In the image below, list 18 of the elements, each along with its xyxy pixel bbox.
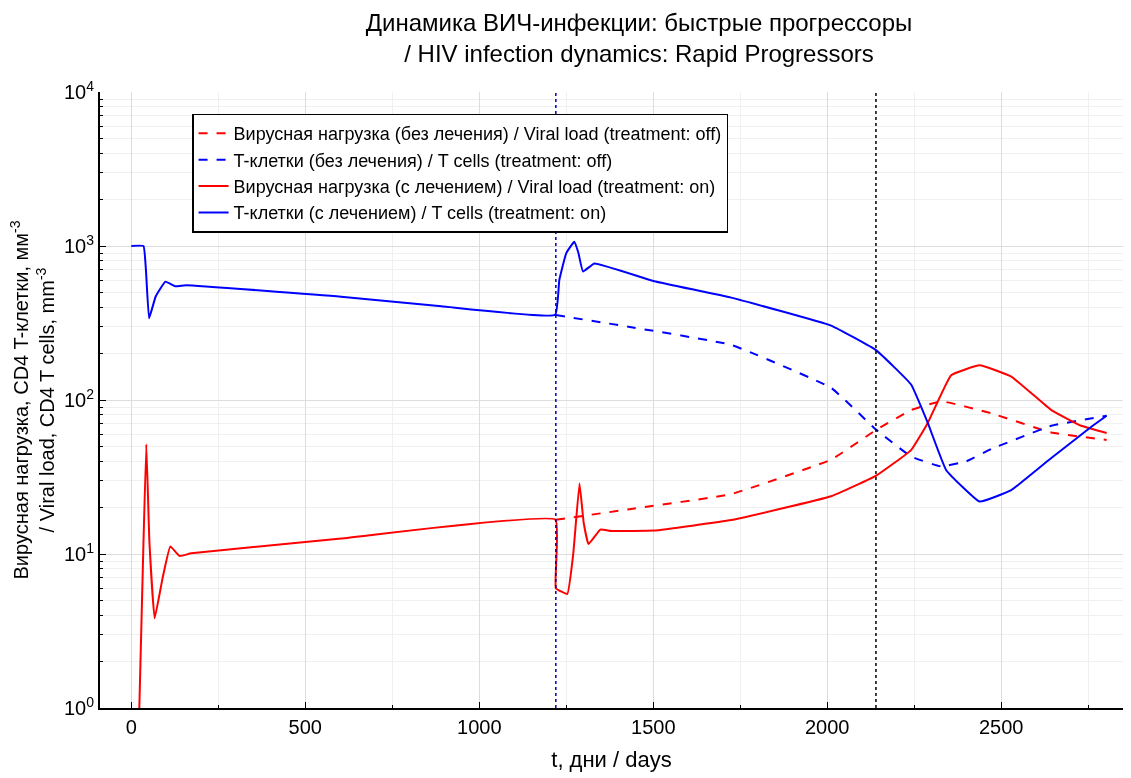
- legend-label: T-клетки (без лечения) / T cells (treatment: off): [233, 150, 613, 171]
- y-tick-label: 10$^{2}$: [63, 385, 95, 411]
- x-tick-label: 0: [125, 716, 137, 738]
- x-tick-label: 1000: [457, 716, 502, 738]
- legend-label: T-клетки (с лечением) / T cells (treatment: on): [233, 203, 607, 224]
- legend-label: Вирусная нагрузка (без лечения) / Viral load (treatment: off): [233, 124, 722, 145]
- y-tick-label: 10$^{0}$: [63, 693, 95, 719]
- chart-title: Динамика ВИЧ-инфекции: быстрые прогрессоры / HIV infection dynamics: Rapid Progressors: [365, 9, 913, 68]
- y-tick-label: 10$^{3}$: [63, 231, 95, 257]
- legend-label: Вирусная нагрузка (с лечением) / Viral load (treatment: on): [233, 177, 716, 198]
- x-tick-label: 500: [288, 716, 322, 738]
- x-axis-title: t, дни / days: [551, 747, 672, 773]
- x-tick-label: 2000: [804, 716, 850, 738]
- line-series: [138, 364, 1108, 708]
- y-tick-label: 10$^{1}$: [63, 539, 95, 565]
- x-tick-label: 1500: [631, 716, 676, 738]
- y-tick-label: 10$^{4}$: [63, 77, 95, 103]
- x-tick-label: 2500: [978, 716, 1024, 738]
